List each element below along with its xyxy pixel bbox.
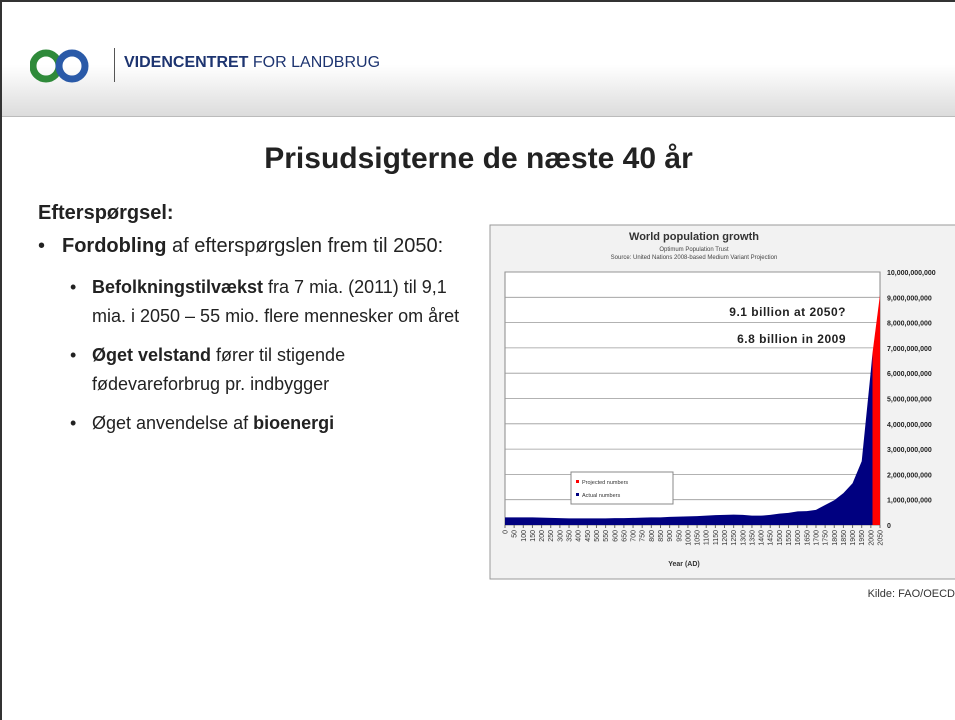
x-tick-label: 800	[649, 530, 656, 542]
text-run: fører til stigende fødevareforbrug pr. i…	[92, 345, 346, 394]
x-tick-label: 1550	[786, 530, 793, 546]
text-run: af efterspørgslen frem til 2050:	[166, 235, 444, 257]
divider	[114, 48, 115, 82]
legend-label: Actual numbers	[582, 493, 620, 499]
x-tick-label: 1650	[804, 530, 811, 546]
x-tick-label: 1100	[704, 530, 711, 545]
logo	[30, 49, 89, 83]
sub-bullet: Øget velstand fører til stigende fødevar…	[70, 341, 472, 399]
x-tick-label: 550	[603, 530, 610, 542]
x-tick-label: 600	[612, 530, 619, 542]
x-tick-label: 700	[631, 530, 638, 542]
y-tick-label: 10,000,000,000	[887, 270, 936, 277]
x-tick-label: 950	[676, 530, 683, 542]
x-tick-label: 1900	[850, 530, 857, 546]
legend-label: Projected numbers	[582, 480, 628, 486]
annotation-box	[667, 303, 857, 319]
x-axis-label: Year (AD)	[668, 561, 700, 568]
x-tick-label: 2050	[878, 530, 885, 546]
text-run: bioenergi	[253, 413, 335, 433]
sub-bullet: Øget anvendelse af bioenergi	[70, 409, 472, 438]
header: VIDENCENTRET FOR LANDBRUG	[2, 2, 955, 117]
y-tick-label: 5,000,000,000	[887, 397, 932, 404]
area	[505, 352, 873, 525]
x-tick-label: 350	[567, 530, 574, 542]
x-tick-label: 450	[585, 530, 592, 542]
annotation: 9.1 billion at 2050?	[729, 305, 846, 319]
x-tick-label: 1250	[731, 530, 738, 546]
logo-ring	[55, 49, 89, 83]
x-tick-label: 1300	[740, 530, 747, 546]
x-tick-label: 100	[521, 530, 528, 542]
x-tick-label: 150	[530, 530, 537, 542]
x-tick-label: 250	[548, 530, 555, 542]
text-run: Øget anvendelse af	[92, 413, 254, 433]
x-tick-label: 200	[539, 530, 546, 542]
x-tick-label: 1200	[722, 530, 729, 546]
x-tick-label: 1800	[832, 530, 839, 546]
legend-swatch	[576, 493, 579, 496]
chart-title: World population growth	[629, 231, 759, 243]
x-tick-label: 750	[640, 530, 647, 542]
x-tick-label: 1150	[713, 530, 720, 545]
x-tick-label: 1350	[749, 530, 756, 546]
x-tick-label: 850	[658, 530, 665, 542]
area	[872, 294, 880, 525]
y-tick-label: 2,000,000,000	[887, 472, 932, 479]
x-tick-label: 1400	[759, 530, 766, 546]
y-tick-label: 0	[887, 523, 891, 530]
x-tick-label: 1500	[777, 530, 784, 546]
chart: World population growth Optimum Populatio…	[489, 224, 955, 580]
annotation-box	[667, 330, 857, 346]
x-tick-label: 2000	[868, 530, 875, 546]
text-run: Øget velstand	[92, 345, 212, 365]
logo-ring	[30, 49, 63, 83]
x-tick-label: 400	[576, 530, 583, 542]
y-tick-label: 9,000,000,000	[887, 295, 932, 302]
sub-bullet: Befolkningstilvækst fra 7 mia. (2011) ti…	[70, 273, 472, 331]
legend	[570, 471, 674, 505]
y-tick-label: 6,000,000,000	[887, 371, 932, 378]
sub-list: Befolkningstilvækst fra 7 mia. (2011) ti…	[70, 273, 472, 438]
legend-swatch	[576, 480, 579, 483]
x-tick-label: 1450	[768, 530, 775, 546]
text-run: Befolkningstilvækst	[92, 277, 264, 297]
x-tick-label: 1000	[685, 530, 692, 546]
x-tick-label: 1850	[841, 530, 848, 546]
x-tick-label: 1950	[859, 530, 866, 546]
x-tick-label: 0	[503, 530, 510, 534]
y-tick-label: 8,000,000,000	[887, 321, 932, 328]
y-tick-label: 7,000,000,000	[887, 346, 932, 353]
y-tick-label: 3,000,000,000	[887, 447, 932, 454]
chart-subtitle: Optimum Population Trust	[659, 247, 729, 253]
x-tick-label: 1750	[823, 530, 830, 546]
x-tick-label: 1600	[795, 530, 802, 546]
y-tick-label: 4,000,000,000	[887, 422, 932, 429]
org-name: VIDENCENTRET FOR LANDBRUG	[124, 54, 380, 72]
section-heading: Efterspørgsel:	[38, 202, 174, 224]
x-tick-label: 500	[594, 530, 601, 542]
y-tick-label: 1,000,000,000	[887, 498, 932, 505]
annotation: 6.8 billion in 2009	[737, 332, 846, 346]
x-tick-label: 50	[512, 530, 519, 538]
chart-source: Source: United Nations 2008-based Medium…	[611, 255, 778, 261]
x-tick-label: 900	[667, 530, 674, 542]
org-bold: VIDENCENTRET	[124, 54, 249, 71]
x-tick-label: 300	[557, 530, 564, 542]
slide-title: Prisudsigterne de næste 40 år	[264, 142, 693, 175]
x-tick-label: 1700	[813, 530, 820, 546]
text-run: fra 7 mia. (2011) til 9,1 mia. i 2050 – …	[92, 277, 460, 326]
x-tick-label: 650	[621, 530, 628, 542]
org-rest: FOR LANDBRUG	[252, 54, 381, 71]
x-tick-label: 1050	[695, 530, 702, 546]
text-run: Fordobling	[62, 235, 167, 257]
chart-frame: World population growth Optimum Populatio…	[489, 224, 955, 585]
bullet: Fordobling af efterspørgslen frem til 20…	[38, 232, 462, 448]
source-note: Kilde: FAO/OECD	[867, 588, 955, 600]
